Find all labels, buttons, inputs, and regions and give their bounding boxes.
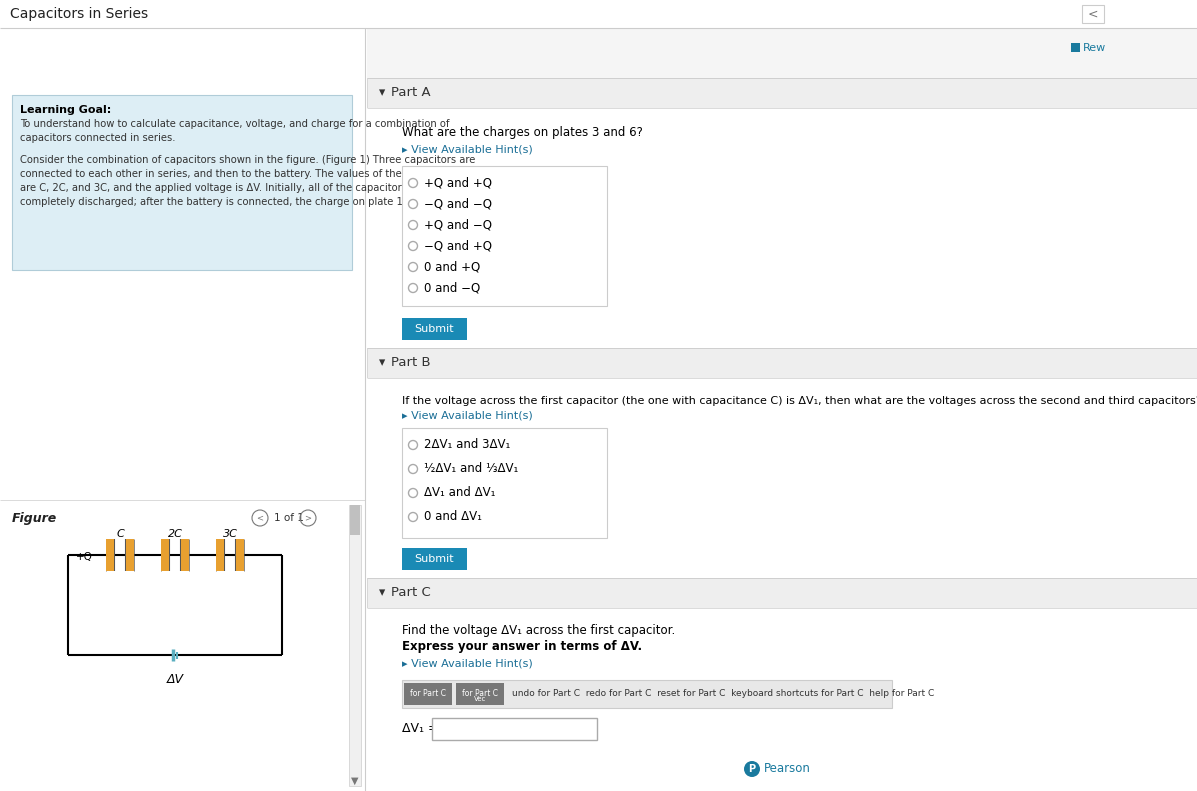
Text: Part A: Part A	[391, 86, 431, 100]
Text: undo for Part C  redo for Part C  reset for Part C  keyboard shortcuts for Part : undo for Part C redo for Part C reset fo…	[512, 690, 934, 698]
FancyBboxPatch shape	[350, 505, 361, 786]
Text: +Q and +Q: +Q and +Q	[424, 176, 492, 190]
Text: 2C: 2C	[168, 529, 182, 539]
FancyBboxPatch shape	[456, 683, 504, 705]
Text: 0 and −Q: 0 and −Q	[424, 282, 480, 294]
Text: ▼: ▼	[351, 776, 359, 786]
Text: ▾: ▾	[379, 357, 385, 369]
Text: Submit: Submit	[414, 324, 454, 334]
Text: Express your answer in terms of ΔV.: Express your answer in terms of ΔV.	[402, 640, 642, 653]
Text: Find the voltage ΔV₁ across the first capacitor.: Find the voltage ΔV₁ across the first ca…	[402, 624, 675, 637]
FancyBboxPatch shape	[1082, 5, 1104, 23]
Text: C: C	[116, 529, 123, 539]
FancyBboxPatch shape	[367, 578, 1197, 608]
Circle shape	[745, 761, 760, 777]
FancyBboxPatch shape	[402, 680, 892, 708]
Text: 0 and ΔV₁: 0 and ΔV₁	[424, 510, 482, 524]
Text: Learning Goal:: Learning Goal:	[20, 105, 111, 115]
Text: Rew: Rew	[1083, 43, 1106, 53]
FancyBboxPatch shape	[0, 0, 1197, 28]
Text: 1 of 1: 1 of 1	[274, 513, 304, 523]
FancyBboxPatch shape	[402, 428, 607, 538]
Text: Submit: Submit	[414, 554, 454, 564]
Text: <: <	[1088, 7, 1099, 21]
FancyBboxPatch shape	[12, 95, 352, 270]
Text: <: <	[256, 513, 263, 523]
Text: 2: 2	[127, 540, 133, 549]
FancyBboxPatch shape	[107, 539, 114, 571]
Text: >: >	[304, 513, 311, 523]
FancyBboxPatch shape	[181, 539, 189, 571]
FancyBboxPatch shape	[215, 539, 224, 571]
FancyBboxPatch shape	[1071, 43, 1080, 52]
FancyBboxPatch shape	[367, 348, 1197, 378]
Text: 1: 1	[107, 540, 113, 549]
FancyBboxPatch shape	[236, 539, 244, 571]
FancyBboxPatch shape	[0, 500, 365, 791]
FancyBboxPatch shape	[350, 505, 360, 535]
Text: 6: 6	[237, 540, 243, 549]
FancyBboxPatch shape	[402, 548, 467, 570]
Text: Figure: Figure	[12, 512, 57, 525]
Text: If the voltage across the first capacitor (the one with capacitance C) is ΔV₁, t: If the voltage across the first capacito…	[402, 396, 1197, 406]
Text: ▸ View Available Hint(s): ▸ View Available Hint(s)	[402, 658, 533, 668]
Text: +Q and −Q: +Q and −Q	[424, 218, 492, 232]
Text: +Q: +Q	[75, 552, 93, 562]
Text: Consider the combination of capacitors shown in the figure. (Figure 1) Three cap: Consider the combination of capacitors s…	[20, 155, 475, 207]
Text: Part C: Part C	[391, 586, 431, 600]
Text: −Q and −Q: −Q and −Q	[424, 198, 492, 210]
FancyBboxPatch shape	[402, 166, 607, 306]
Text: ▸ View Available Hint(s): ▸ View Available Hint(s)	[402, 144, 533, 154]
FancyBboxPatch shape	[367, 608, 1197, 791]
Text: ΔV: ΔV	[166, 673, 183, 686]
Text: ▾: ▾	[379, 586, 385, 600]
FancyBboxPatch shape	[432, 718, 597, 740]
Text: for Part C: for Part C	[462, 690, 498, 698]
FancyBboxPatch shape	[0, 28, 365, 791]
Text: ½ΔV₁ and ⅓ΔV₁: ½ΔV₁ and ⅓ΔV₁	[424, 463, 518, 475]
Text: 5: 5	[217, 540, 223, 549]
Text: What are the charges on plates 3 and 6?: What are the charges on plates 3 and 6?	[402, 126, 643, 139]
Text: −Q and +Q: −Q and +Q	[424, 240, 492, 252]
FancyBboxPatch shape	[367, 28, 1197, 791]
Text: ΔV₁ =: ΔV₁ =	[402, 722, 438, 736]
FancyBboxPatch shape	[367, 378, 1197, 578]
Text: Vec: Vec	[474, 696, 486, 702]
Text: P: P	[748, 764, 755, 774]
FancyBboxPatch shape	[402, 318, 467, 340]
Text: ▾: ▾	[379, 86, 385, 100]
FancyBboxPatch shape	[405, 683, 452, 705]
Text: Capacitors in Series: Capacitors in Series	[10, 7, 148, 21]
Text: for Part C: for Part C	[411, 690, 446, 698]
FancyBboxPatch shape	[126, 539, 134, 571]
FancyBboxPatch shape	[367, 78, 1197, 108]
Text: 2ΔV₁ and 3ΔV₁: 2ΔV₁ and 3ΔV₁	[424, 438, 510, 452]
Text: 0 and +Q: 0 and +Q	[424, 260, 480, 274]
Text: ▸ View Available Hint(s): ▸ View Available Hint(s)	[402, 411, 533, 421]
Text: To understand how to calculate capacitance, voltage, and charge for a combinatio: To understand how to calculate capacitan…	[20, 119, 450, 143]
Text: Part B: Part B	[391, 357, 431, 369]
FancyBboxPatch shape	[367, 108, 1197, 348]
Text: 3C: 3C	[223, 529, 237, 539]
Text: ΔV₁ and ΔV₁: ΔV₁ and ΔV₁	[424, 486, 496, 499]
FancyBboxPatch shape	[162, 539, 169, 571]
Text: 4: 4	[182, 540, 188, 549]
Text: Pearson: Pearson	[764, 763, 810, 775]
Text: 3: 3	[162, 540, 168, 549]
